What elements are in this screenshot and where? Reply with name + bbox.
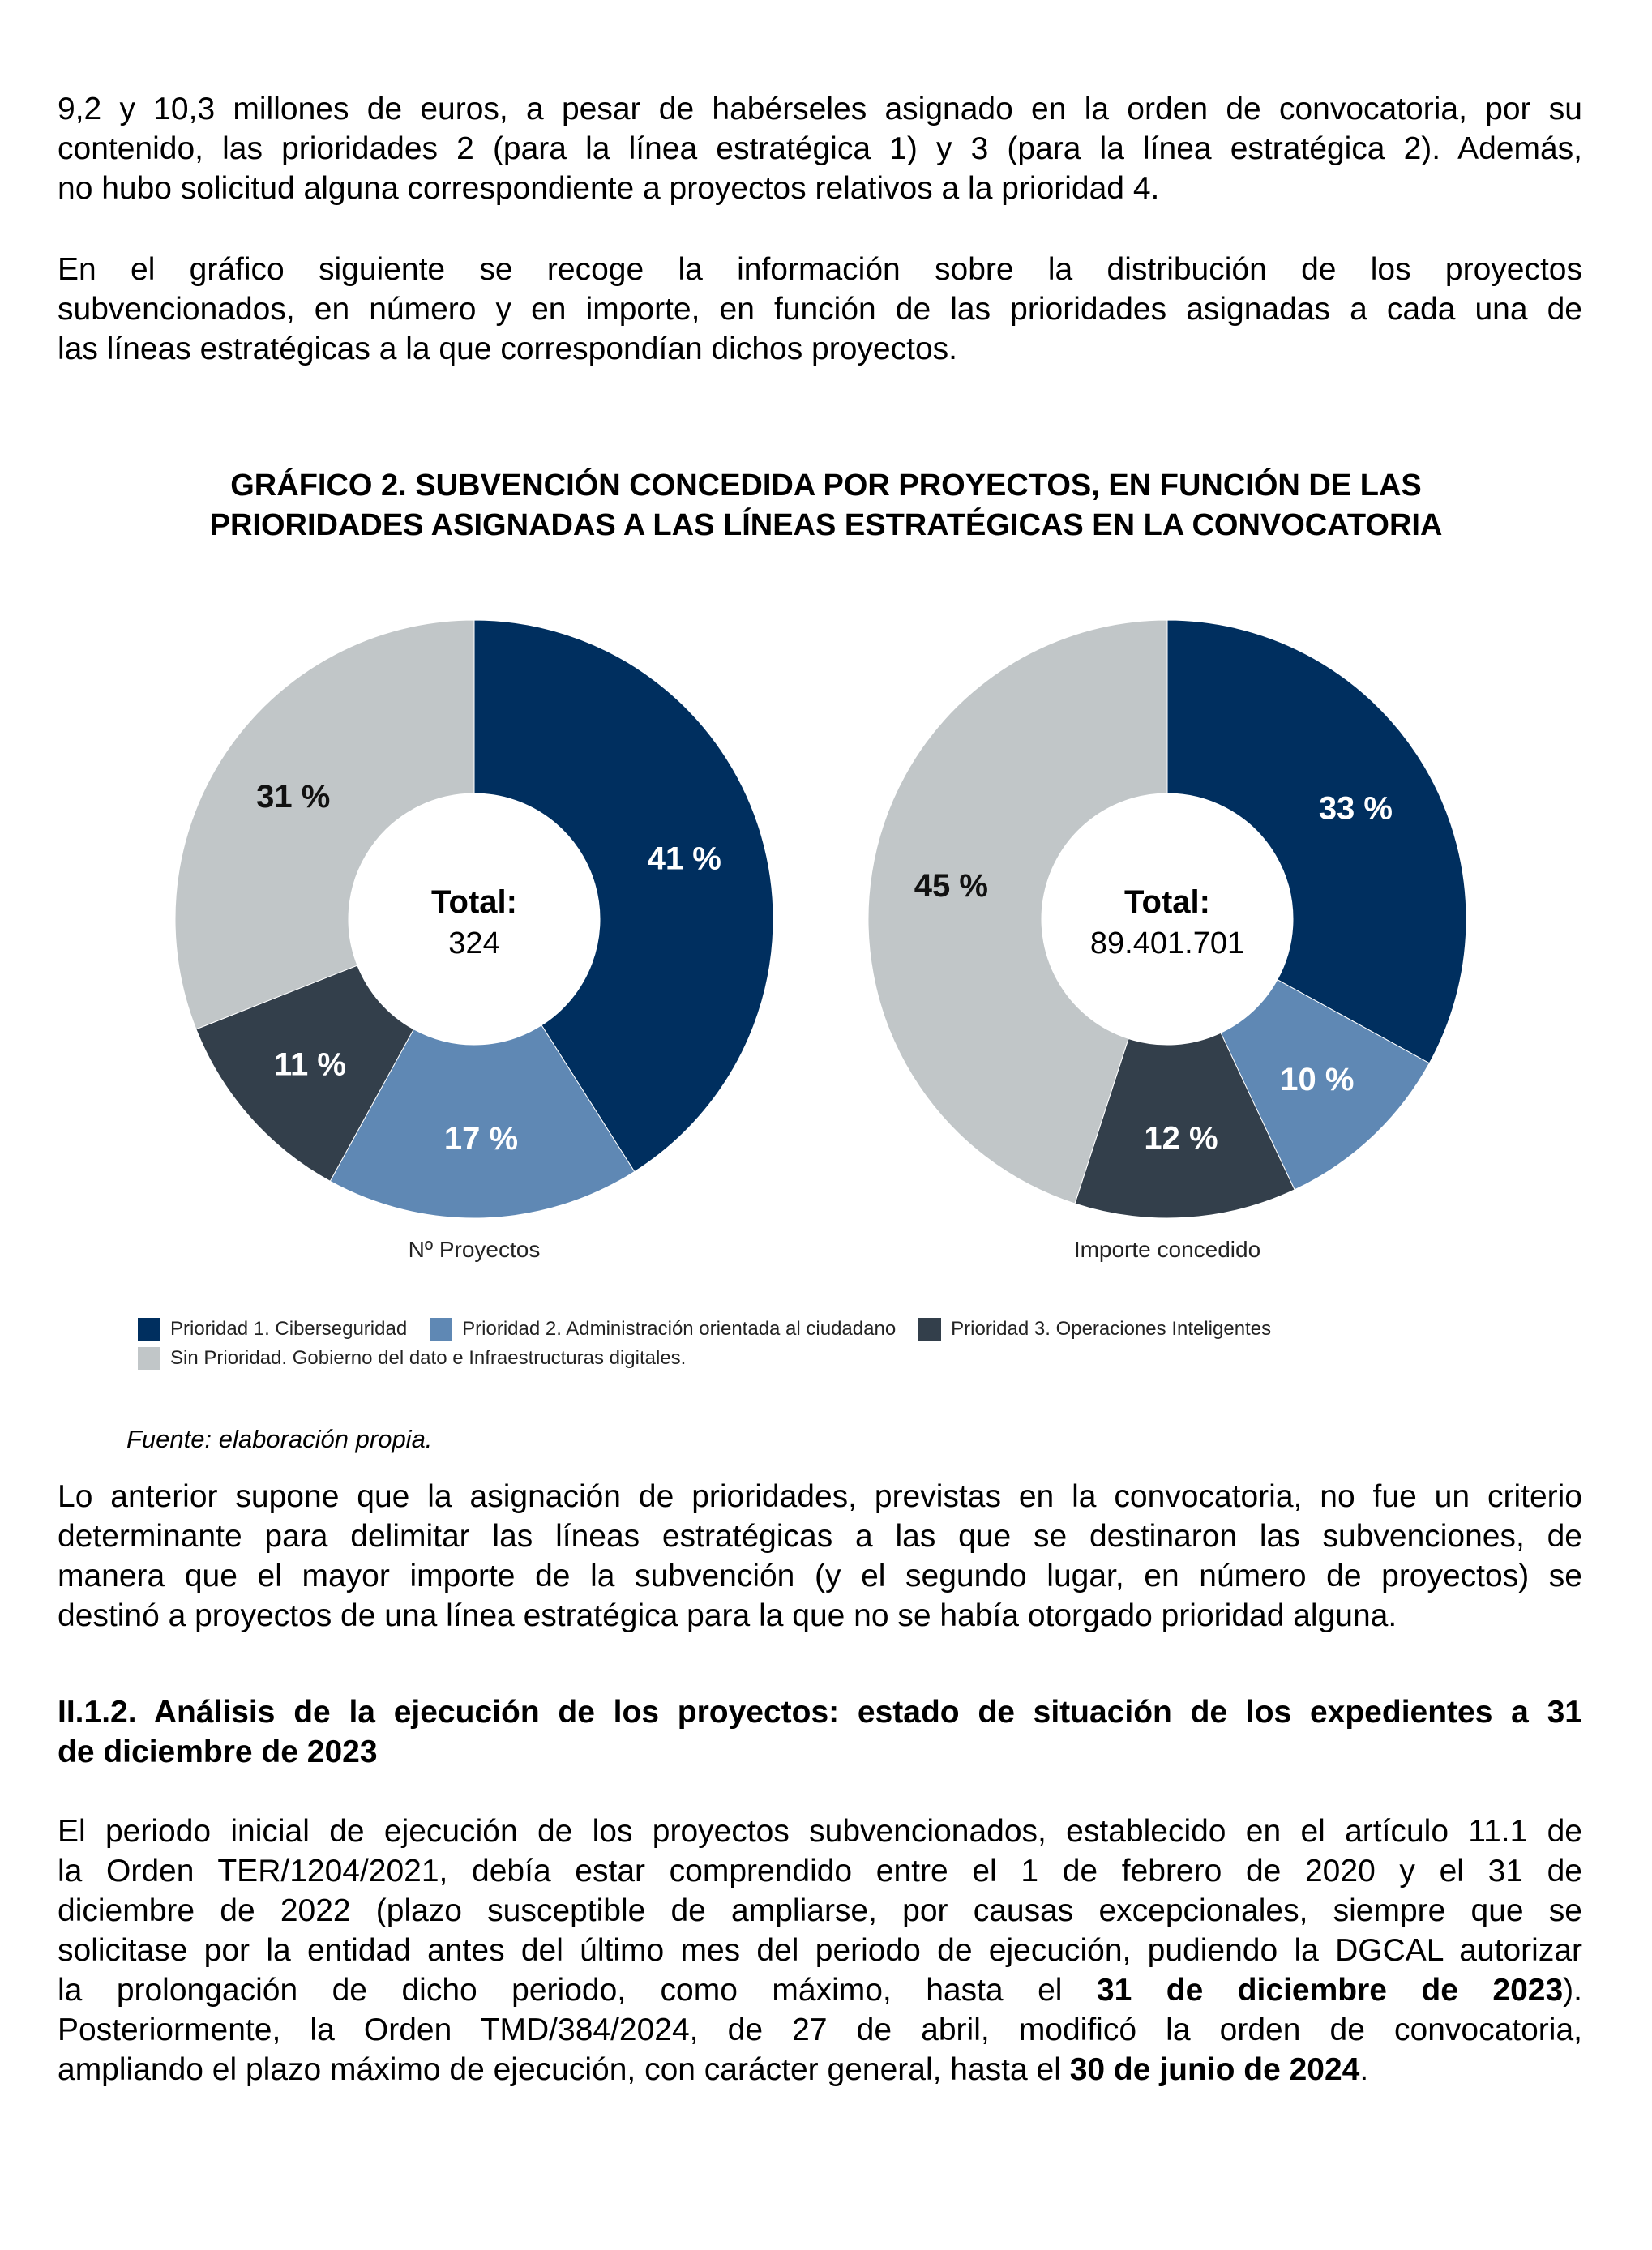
text-line: manera que el mayor importe de la subven…	[58, 1559, 1582, 1593]
chart-legend: Prioridad 1. Ciberseguridad Prioridad 2.…	[138, 1315, 1294, 1373]
paragraph-2: En el gráfico siguiente se recoge la inf…	[58, 250, 1582, 369]
text-line: Lo anterior supone que la asignación de …	[58, 1479, 1582, 1514]
legend-item-sin-prioridad: Sin Prioridad. Gobierno del dato e Infra…	[138, 1347, 686, 1370]
donut-slice	[174, 619, 475, 1030]
slice-label: 12 %	[1144, 1120, 1218, 1156]
section-heading: II.1.2. Análisis de la ejecución de los …	[58, 1692, 1582, 1772]
legend-item-p1: Prioridad 1. Ciberseguridad	[138, 1318, 407, 1341]
text-line: determinante para delimitar las líneas e…	[58, 1519, 1582, 1554]
legend-swatch	[138, 1318, 160, 1341]
donut-slice	[195, 965, 415, 1183]
slice-label: 10 %	[1280, 1062, 1354, 1097]
slice-label: 17 %	[444, 1121, 518, 1157]
center-total-value: 324	[448, 926, 499, 960]
legend-item-p2: Prioridad 2. Administración orientada al…	[430, 1318, 896, 1341]
slice-label: 33 %	[1319, 791, 1393, 827]
donut-slice	[867, 619, 1168, 1204]
text-line: contenido, las prioridades 2 (para la lí…	[58, 131, 1582, 166]
donut-slice	[473, 619, 774, 1173]
chart-caption-importe: Importe concedido	[1073, 1237, 1261, 1262]
text-line: las líneas estratégicas a la que corresp…	[58, 332, 957, 366]
donut-slice	[1074, 1032, 1295, 1219]
bold-date: 31 de diciembre de 2023	[1096, 1973, 1564, 2008]
figure-title: GRÁFICO 2. SUBVENCIÓN CONCEDIDA POR PROY…	[0, 466, 1652, 545]
slice-label: 41 %	[648, 841, 721, 877]
donut-slice	[1166, 619, 1467, 1064]
donut-slice	[1220, 978, 1431, 1191]
figure-source: Fuente: elaboración propia.	[126, 1425, 433, 1453]
legend-label: Prioridad 1. Ciberseguridad	[170, 1318, 408, 1340]
text-line: la Orden TER/1204/2021, debía estar comp…	[58, 1854, 1582, 1889]
chart-caption-proyectos: Nº Proyectos	[408, 1237, 541, 1262]
legend-swatch	[918, 1318, 942, 1341]
bold-date: 30 de junio de 2024	[1069, 2052, 1360, 2087]
donut-charts: 41 % 17 % 11 % 31 % Total: 324 33 % 10 % 12 % 45 …	[174, 619, 1467, 1219]
text-line: II.1.2. Análisis de la ejecución de los …	[58, 1695, 1582, 1730]
slice-label: 11 %	[274, 1047, 346, 1083]
slice-label: 31 %	[256, 779, 330, 815]
center-total-label: Total:	[1124, 884, 1210, 920]
text-line: de diciembre de 2023	[58, 1735, 378, 1769]
text-line: diciembre de 2022 (plazo susceptible de …	[58, 1893, 1582, 1928]
legend-item-p3: Prioridad 3. Operaciones Inteligentes	[918, 1318, 1271, 1341]
paragraph-1: 9,2 y 10,3 millones de euros, a pesar de…	[58, 89, 1582, 208]
legend-label: Prioridad 3. Operaciones Inteligentes	[951, 1318, 1272, 1340]
legend-swatch	[138, 1347, 160, 1370]
text-line: la prolongación de dicho periodo, como m…	[58, 1973, 1582, 2008]
text-line: ampliando el plazo máximo de ejecución, …	[58, 2052, 1369, 2087]
paragraph-3: Lo anterior supone que la asignación de …	[58, 1477, 1582, 1636]
text-line: subvencionados, en número y en importe, …	[58, 292, 1582, 327]
center-total-label: Total:	[431, 884, 517, 920]
slice-label: 45 %	[914, 868, 988, 904]
text-line: destinó a proyectos de una línea estraté…	[58, 1598, 1397, 1633]
center-total-value: 89.401.701	[1090, 926, 1244, 960]
text-line: no hubo solicitud alguna correspondiente…	[58, 171, 1160, 206]
text-line: En el gráfico siguiente se recoge la inf…	[58, 252, 1582, 287]
paragraph-4: El periodo inicial de ejecución de los p…	[58, 1812, 1582, 2090]
figure-title-line-2: PRIORIDADES ASIGNADAS A LAS LÍNEAS ESTRA…	[209, 508, 1443, 542]
legend-swatch	[430, 1318, 453, 1341]
legend-label: Sin Prioridad. Gobierno del dato e Infra…	[170, 1347, 687, 1369]
figure-title-line-1: GRÁFICO 2. SUBVENCIÓN CONCEDIDA POR PROY…	[230, 468, 1422, 503]
donut-slice	[329, 1024, 636, 1219]
text-line: 9,2 y 10,3 millones de euros, a pesar de…	[58, 92, 1582, 126]
text-line: solicitase por la entidad antes del últi…	[58, 1933, 1582, 1968]
text-line: El periodo inicial de ejecución de los p…	[58, 1814, 1582, 1849]
legend-label: Prioridad 2. Administración orientada al…	[462, 1318, 897, 1340]
text-line: Posteriormente, la Orden TMD/384/2024, d…	[58, 2013, 1582, 2047]
